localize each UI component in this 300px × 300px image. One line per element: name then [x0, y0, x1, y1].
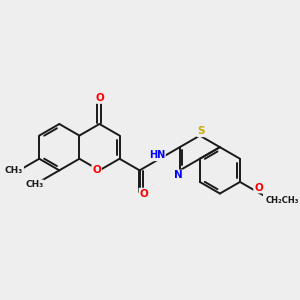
- Text: O: O: [140, 188, 148, 199]
- Text: O: O: [95, 93, 104, 103]
- Text: O: O: [92, 165, 101, 176]
- Text: CH₂CH₃: CH₂CH₃: [266, 196, 299, 205]
- Text: O: O: [254, 183, 263, 193]
- Text: N: N: [174, 170, 183, 180]
- Text: S: S: [197, 126, 205, 136]
- Text: CH₃: CH₃: [25, 180, 43, 189]
- Text: HN: HN: [149, 150, 165, 161]
- Text: CH₃: CH₃: [5, 166, 23, 175]
